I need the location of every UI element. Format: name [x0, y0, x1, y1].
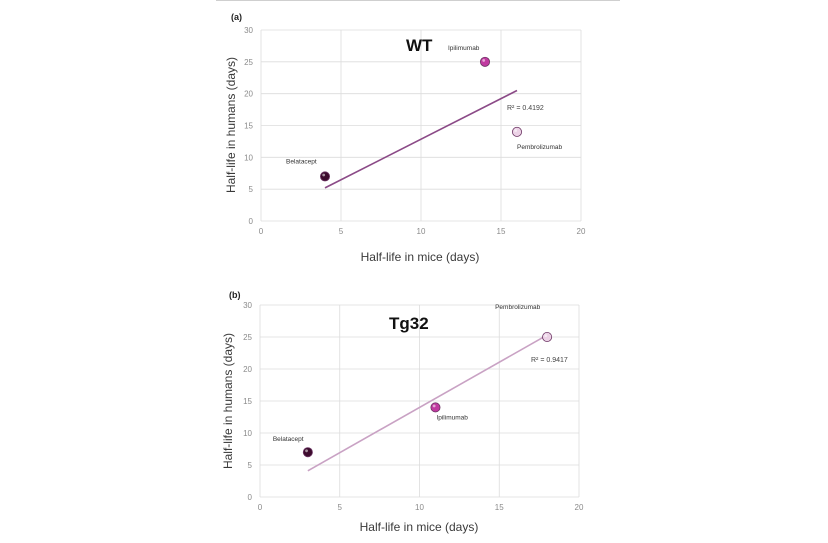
x-tick-label: 20 [577, 227, 586, 236]
y-tick-label: 0 [248, 493, 253, 502]
trendline [324, 89, 518, 189]
panel-label: (b) [229, 290, 241, 300]
y-tick-label: 5 [248, 461, 253, 470]
top-divider [216, 0, 620, 1]
chart-title: WT [406, 36, 433, 55]
chart-title: Tg32 [389, 314, 429, 333]
x-tick-label: 0 [259, 227, 264, 236]
data-point-highlight [544, 334, 548, 337]
x-tick-label: 15 [495, 503, 504, 512]
point-label: Ipilimumab [448, 45, 480, 52]
point-label: Pembrolizumab [495, 304, 541, 311]
y-tick-label: 15 [243, 397, 252, 406]
data-point [512, 126, 523, 137]
y-tick-label: 30 [243, 301, 252, 310]
point-label: Pembrolizumab [517, 144, 563, 151]
y-tick-label: 20 [244, 90, 253, 99]
y-tick-label: 25 [244, 58, 253, 67]
panel-label: (a) [231, 12, 242, 22]
x-axis-label: Half-life in mice (days) [361, 250, 480, 264]
r-squared-label: R² = 0.4192 [507, 105, 544, 112]
data-point-highlight [305, 449, 308, 453]
y-tick-label: 20 [243, 365, 252, 374]
data-point-highlight [514, 129, 518, 132]
y-tick-label: 0 [249, 217, 254, 226]
data-point [542, 331, 553, 342]
data-point-highlight [482, 59, 486, 62]
scatter-panel-b: 0 5 10 15 20 25 30 0 5 10 15 20 Half-life in mice (d… [221, 290, 584, 534]
r-squared-label: R² = 0.9417 [531, 357, 568, 364]
y-tick-label: 10 [243, 429, 252, 438]
y-axis-label: Half-life in humans (days) [221, 333, 235, 469]
x-tick-label: 10 [415, 503, 424, 512]
x-tick-label: 5 [338, 503, 343, 512]
x-tick-label: 15 [497, 227, 506, 236]
y-tick-label: 5 [249, 185, 254, 194]
x-tick-label: 0 [258, 503, 263, 512]
data-point-highlight [432, 404, 436, 408]
y-tick-label: 30 [244, 26, 253, 35]
data-point [479, 56, 490, 67]
x-tick-label: 10 [417, 227, 426, 236]
data-point [319, 171, 330, 182]
point-label: Belatacept [286, 158, 317, 165]
y-axis-label: Half-life in humans (days) [224, 57, 238, 193]
y-tick-label: 15 [244, 122, 253, 131]
data-point [430, 402, 441, 413]
x-axis-label: Half-life in mice (days) [360, 520, 479, 534]
point-label: Belatacept [273, 436, 304, 443]
data-point [302, 447, 313, 458]
trendline [307, 334, 548, 472]
data-point-highlight [322, 173, 326, 177]
y-tick-label: 25 [243, 333, 252, 342]
y-tick-label: 10 [244, 153, 253, 162]
x-tick-label: 5 [339, 227, 344, 236]
scatter-panel-a: 0 5 10 15 20 25 30 0 5 10 15 20 Half-life in mice (d… [224, 12, 586, 264]
x-tick-label: 20 [575, 503, 584, 512]
point-label: Ipilimumab [436, 414, 468, 421]
